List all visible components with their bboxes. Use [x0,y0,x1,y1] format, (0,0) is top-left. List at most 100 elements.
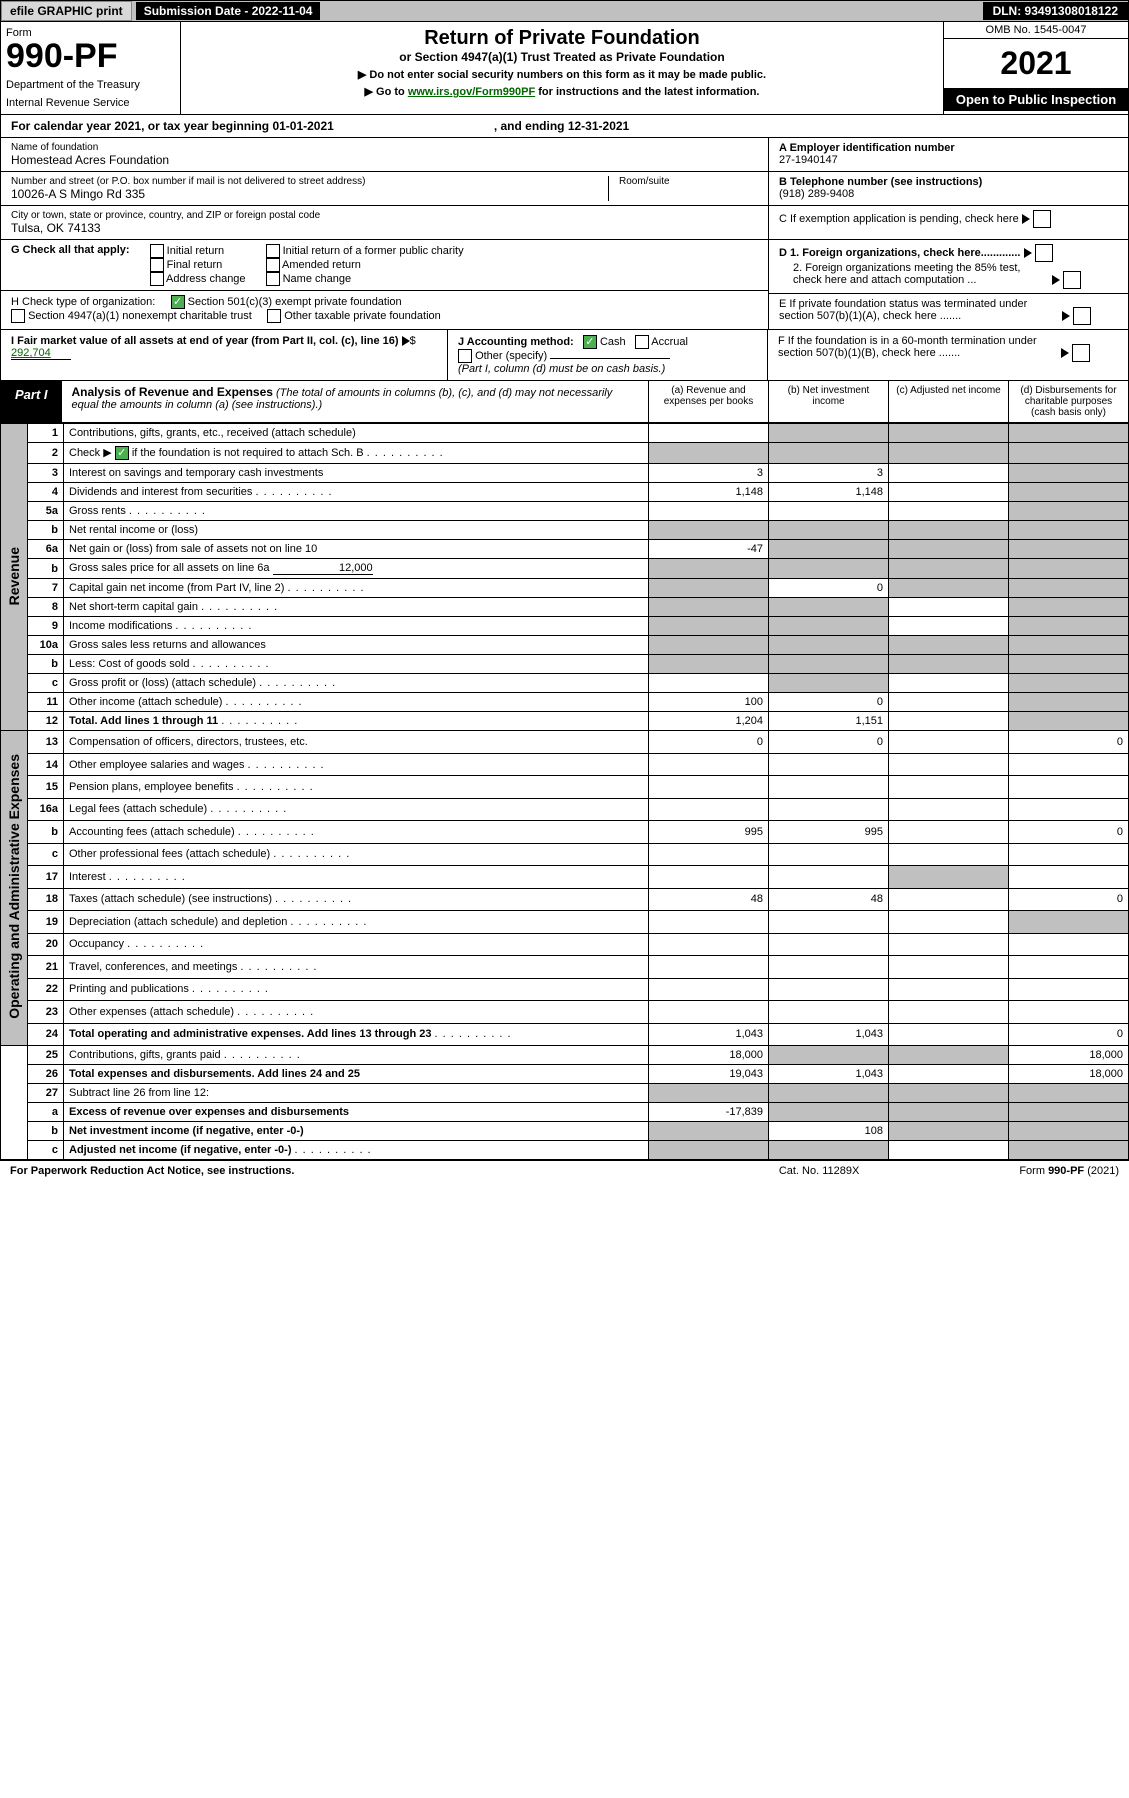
r3-desc: Interest on savings and temporary cash i… [64,464,649,483]
form-title: Return of Private Foundation [186,27,938,50]
table-row: 11Other income (attach schedule) 1000 [1,693,1129,712]
table-row: 18Taxes (attach schedule) (see instructi… [1,888,1129,910]
accrual-lbl: Accrual [651,336,688,348]
footer-formref: Form 990-PF (2021) [1019,1165,1119,1177]
r16b-desc: Accounting fees (attach schedule) [64,821,649,843]
name-change-cb[interactable] [266,272,280,286]
table-row: cOther professional fees (attach schedul… [1,843,1129,865]
r4a-val: 1,148 [649,483,769,502]
table-row: 22Printing and publications [1,978,1129,1000]
ein-label: A Employer identification number [779,142,955,154]
initial-return-cb[interactable] [150,244,164,258]
4947-lbl: Section 4947(a)(1) nonexempt charitable … [28,310,252,322]
revenue-side: Revenue [1,424,28,731]
cash-cb[interactable] [583,335,597,349]
r27a-desc: Excess of revenue over expenses and disb… [64,1103,649,1122]
ein: 27-1940147 [779,154,838,166]
note2-post: for instructions and the latest informat… [535,86,759,98]
r11b-val: 0 [769,693,889,712]
r24d-val: 0 [1009,1023,1129,1045]
other-taxable-lbl: Other taxable private foundation [284,310,441,322]
r18d-val: 0 [1009,888,1129,910]
info-left: Name of foundation Homestead Acres Found… [1,138,768,329]
other-taxable-cb[interactable] [267,309,281,323]
table-row: Operating and Administrative Expenses13C… [1,731,1129,753]
r8-desc: Net short-term capital gain [64,598,649,617]
tax-year: 2021 [944,39,1128,88]
r6b-desc: Gross sales price for all assets on line… [64,559,649,579]
amended-return-cb[interactable] [266,258,280,272]
arrow-icon [1052,275,1060,285]
table-row: 2Check ▶ if the foundation is not requir… [1,443,1129,464]
r3a-val: 3 [649,464,769,483]
r24-desc: Total operating and administrative expen… [64,1023,649,1045]
r16a-desc: Legal fees (attach schedule) [64,798,649,820]
d2-label: 2. Foreign organizations meeting the 85%… [779,262,1049,286]
table-row: 7Capital gain net income (from Part IV, … [1,579,1129,598]
cash-lbl: Cash [600,336,626,348]
d2-cb[interactable] [1063,271,1081,289]
form990pf-link[interactable]: www.irs.gov/Form990PF [408,86,535,98]
r4-desc: Dividends and interest from securities [64,483,649,502]
4947-cb[interactable] [11,309,25,323]
tel-cell: B Telephone number (see instructions) (9… [769,172,1128,206]
telephone: (918) 289-9408 [779,188,854,200]
part-title: Analysis of Revenue and Expenses (The to… [62,381,648,422]
table-row: 26Total expenses and disbursements. Add … [1,1065,1129,1084]
arrow-icon [1061,348,1069,358]
d1-cb[interactable] [1035,244,1053,262]
r26b-val: 1,043 [769,1065,889,1084]
table-row: bNet rental income or (loss) [1,521,1129,540]
efile-label: efile GRAPHIC print [1,1,132,21]
initial-ret-former-cb[interactable] [266,244,280,258]
r12b-val: 1,151 [769,712,889,731]
table-row: 8Net short-term capital gain [1,598,1129,617]
note1: ▶ Do not enter social security numbers o… [186,68,938,81]
r27b-desc: Net investment income (if negative, ente… [64,1122,649,1141]
col-b-header: (b) Net investment income [768,381,888,422]
main-table: Revenue1Contributions, gifts, grants, et… [0,423,1129,1160]
r10a-desc: Gross sales less returns and allowances [64,636,649,655]
cal-begin: For calendar year 2021, or tax year begi… [11,119,334,133]
r26d-val: 18,000 [1009,1065,1129,1084]
form-header: Form 990-PF Department of the Treasury I… [0,22,1129,115]
other-method-cb[interactable] [458,349,472,363]
schb-cb[interactable] [115,446,129,460]
table-row: 9Income modifications [1,617,1129,636]
e-label: E If private foundation status was termi… [779,298,1059,322]
501c3-lbl: Section 501(c)(3) exempt private foundat… [188,296,402,308]
r20-desc: Occupancy [64,933,649,955]
city-state-zip: Tulsa, OK 74133 [11,221,758,235]
r19-desc: Depreciation (attach schedule) and deple… [64,911,649,933]
submission-date: Submission Date - 2022-11-04 [136,2,321,20]
note2: ▶ Go to www.irs.gov/Form990PF for instru… [186,85,938,98]
initial-ret-former-lbl: Initial return of a former public charit… [283,245,464,257]
table-row: 21Travel, conferences, and meetings [1,956,1129,978]
table-row: 6aNet gain or (loss) from sale of assets… [1,540,1129,559]
r5b-desc: Net rental income or (loss) [64,521,649,540]
table-row: cAdjusted net income (if negative, enter… [1,1141,1129,1160]
r25d-val: 18,000 [1009,1046,1129,1065]
arrow-icon [1024,248,1032,258]
tel-label: B Telephone number (see instructions) [779,176,982,188]
r18-desc: Taxes (attach schedule) (see instruction… [64,888,649,910]
501c3-cb[interactable] [171,295,185,309]
table-row: 10aGross sales less returns and allowanc… [1,636,1129,655]
final-return-cb[interactable] [150,258,164,272]
header-left: Form 990-PF Department of the Treasury I… [1,22,181,114]
r27aa-val: -17,839 [649,1103,769,1122]
addr-change-lbl: Address change [166,273,246,285]
r10b-desc: Less: Cost of goods sold [64,655,649,674]
table-row: bAccounting fees (attach schedule) 99599… [1,821,1129,843]
addr-change-cb[interactable] [150,272,164,286]
e-cb[interactable] [1073,307,1091,325]
f-cb[interactable] [1072,344,1090,362]
accrual-cb[interactable] [635,335,649,349]
fmv-link[interactable]: 292,704 [11,347,71,360]
r11-desc: Other income (attach schedule) [64,693,649,712]
j-note: (Part I, column (d) must be on cash basi… [458,363,665,375]
room-label: Room/suite [619,176,758,187]
r16c-desc: Other professional fees (attach schedule… [64,843,649,865]
part-badge: Part I [1,381,62,422]
c-cb[interactable] [1033,210,1051,228]
